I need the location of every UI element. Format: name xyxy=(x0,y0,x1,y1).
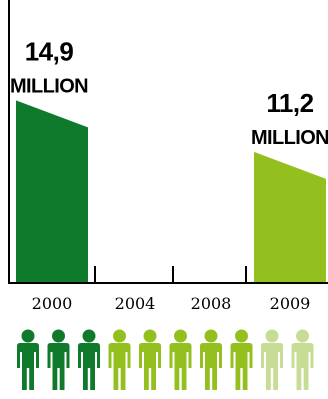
person-head xyxy=(265,329,279,343)
person-body xyxy=(291,343,314,390)
person-body xyxy=(108,343,131,390)
person-body xyxy=(78,343,100,390)
person-icon xyxy=(47,329,70,390)
person-body xyxy=(230,343,253,390)
x-tick-label-2000: 2000 xyxy=(32,294,73,313)
x-axis-tick-labels: 2000 2004 2008 2009 xyxy=(32,294,311,313)
bar-2009 xyxy=(254,151,326,283)
person-head xyxy=(143,329,157,343)
person-head xyxy=(52,329,65,343)
person-head xyxy=(113,329,126,343)
person-icon xyxy=(169,329,192,390)
value-label-unit-2000: MILLION xyxy=(10,75,88,97)
bar-2000 xyxy=(16,100,88,283)
person-head xyxy=(174,329,187,343)
person-body xyxy=(169,343,192,390)
person-icon xyxy=(230,329,253,390)
x-tick-label-2008: 2008 xyxy=(191,294,232,313)
value-label-number-2000: 14,9 xyxy=(25,36,74,66)
person-head xyxy=(235,329,248,343)
value-label-unit-text-2009: MILLION xyxy=(251,127,328,149)
person-icon xyxy=(17,329,39,390)
person-head xyxy=(21,329,35,343)
person-body xyxy=(47,343,70,390)
person-body xyxy=(139,343,161,390)
person-icon xyxy=(200,329,222,390)
value-label-number-2009: 11,2 xyxy=(266,88,313,118)
person-head xyxy=(204,329,218,343)
value-labels-group: 14,9 MILLION 11,2 MILLION xyxy=(10,36,328,149)
value-label-number-text-2009: 11,2 xyxy=(266,88,313,118)
x-tick-label-2009: 2009 xyxy=(270,294,311,313)
person-icon xyxy=(139,329,161,390)
x-tick-label-2004: 2004 xyxy=(115,294,156,313)
person-icon xyxy=(291,329,314,390)
bars-group xyxy=(16,100,326,283)
person-icon xyxy=(261,329,283,390)
person-body xyxy=(200,343,222,390)
person-head xyxy=(82,329,96,343)
person-icon xyxy=(78,329,100,390)
person-head xyxy=(296,329,309,343)
people-pictogram xyxy=(17,329,314,390)
x-axis-ticks xyxy=(94,266,247,283)
person-body xyxy=(261,343,283,390)
value-label-unit-text-2000: MILLION xyxy=(10,75,88,97)
value-label-number-text-2000: 14,9 xyxy=(25,36,74,66)
person-icon xyxy=(108,329,131,390)
value-label-unit-2009: MILLION xyxy=(251,127,328,149)
person-body xyxy=(17,343,39,390)
